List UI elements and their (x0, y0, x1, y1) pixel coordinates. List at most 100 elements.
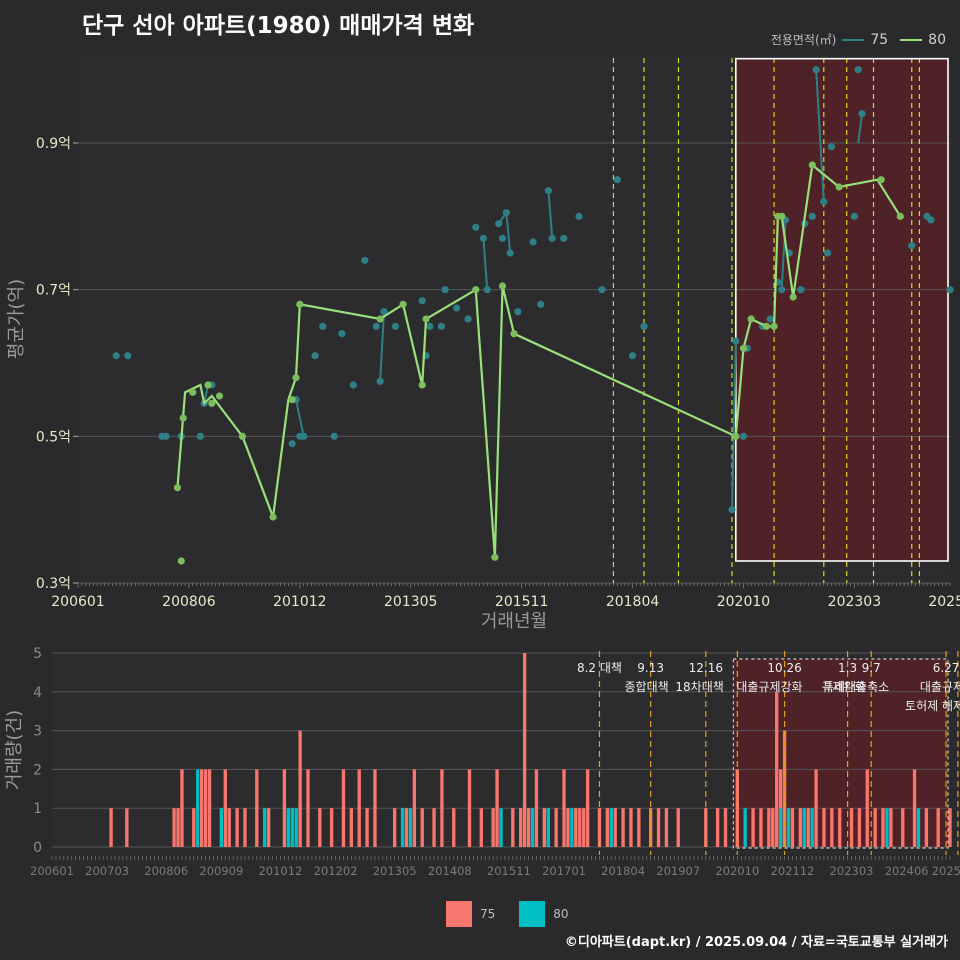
series-75-point (812, 66, 820, 74)
series-75-point (797, 286, 805, 294)
policy-label: 대출규제강화 (736, 680, 802, 694)
bar-80 (290, 808, 294, 847)
series-75-point (820, 198, 828, 206)
y-axis-title: 평균가(억) (6, 279, 27, 359)
series-80-point (418, 381, 426, 389)
series-75-point (426, 322, 434, 330)
highlight-border (735, 57, 949, 562)
series-80-point (422, 315, 430, 323)
bar-75 (771, 808, 775, 847)
bar-75 (554, 808, 558, 847)
x-tick-label: 2025 (928, 594, 960, 610)
bar-80 (546, 808, 550, 847)
series-80-point (778, 212, 786, 220)
series-80-point (376, 315, 384, 323)
series-75-point (908, 242, 916, 250)
bar-80 (196, 769, 200, 847)
bar-75 (889, 808, 893, 847)
bar-75 (857, 808, 862, 847)
bar-x-tick-label: 201012 (258, 864, 302, 878)
series-75-point (824, 249, 832, 257)
series-80-point (877, 176, 885, 184)
series-80-point (835, 183, 843, 191)
x-tick-label: 200601 (51, 594, 104, 610)
bar-75 (420, 808, 424, 847)
x-tick-label: 201012 (273, 594, 326, 610)
bar-75 (798, 808, 803, 847)
legend-bottom: 75 80 (446, 901, 569, 927)
legend-key-75-line (842, 38, 865, 41)
series-75-point (124, 352, 132, 360)
policy-label: 9.13 (637, 661, 664, 675)
policy-label: 8.2 대책 (577, 660, 622, 675)
series-75-point (514, 308, 522, 316)
bar-75 (412, 769, 417, 847)
series-75-point (850, 212, 858, 220)
x-tick-label: 201511 (495, 594, 548, 610)
bar-75 (790, 808, 795, 847)
bar-80 (400, 808, 405, 847)
series-75-point (349, 381, 357, 389)
bar-75 (392, 808, 397, 847)
series-75-point (640, 322, 648, 330)
bar-75 (479, 808, 483, 847)
series-75-point (472, 223, 480, 231)
series-75-line (379, 311, 385, 382)
bar-75 (578, 808, 582, 847)
bar-75 (341, 769, 346, 847)
series-75-point (376, 377, 384, 385)
series-75-point (112, 352, 120, 360)
legend-top-item-80: 80 (928, 31, 946, 48)
series-80-point (739, 344, 748, 352)
series-75-point (537, 300, 545, 308)
bar-75 (704, 808, 708, 847)
series-75-point (441, 286, 449, 294)
series-75-point (728, 506, 736, 514)
series-80-point (189, 388, 197, 396)
series-80-line (176, 162, 902, 558)
bar-x-tick-label: 200806 (144, 864, 188, 878)
series-75-point (483, 286, 491, 294)
bar-y-tick-label: 5 (33, 646, 42, 662)
bar-75 (495, 769, 499, 847)
bar-75 (223, 769, 227, 847)
volume-bar-chart: 0 1 2 3 4 5 200601 200703 200806 200909 201012 2012… (4, 646, 960, 878)
x-tick-label: 200806 (162, 594, 216, 610)
series-80-point (747, 315, 755, 323)
bar-75 (203, 769, 208, 847)
bar-75 (849, 808, 854, 847)
series-75-point (598, 286, 606, 294)
bar-75 (467, 769, 472, 847)
bar-75 (243, 808, 247, 847)
bar-highlight-border (732, 658, 949, 849)
policy-label: 1.3 (838, 661, 857, 675)
bar-80 (286, 808, 290, 847)
bar-y-tick-label: 3 (33, 724, 42, 740)
bar-75 (306, 769, 310, 847)
series-75-point (453, 304, 461, 312)
series-75-point (502, 209, 510, 217)
series-75-point (380, 308, 388, 316)
bar-x-tick-label: 201408 (428, 864, 472, 878)
bar-x-tick-label: 20250 (932, 864, 960, 878)
series-75-line (295, 399, 305, 437)
legend-bottom-item-75: 75 (480, 907, 496, 921)
bar-75 (349, 808, 354, 847)
bar-x-tick-label: 201511 (487, 864, 531, 878)
bar-75 (180, 769, 184, 847)
bar-75 (519, 808, 523, 847)
series-80-point (896, 212, 904, 220)
bar-75 (172, 808, 176, 847)
series-75-point (300, 432, 308, 440)
series-75-point (544, 187, 553, 195)
bar-x-tick-label: 201701 (542, 864, 586, 878)
bar-75 (735, 769, 739, 847)
legend-swatch-75 (446, 901, 472, 927)
bar-y-tick-label: 0 (33, 840, 42, 856)
bar-y-tick-label: 1 (33, 801, 42, 817)
series-75-line (482, 238, 489, 290)
series-80-point (510, 330, 518, 338)
bar-75 (948, 808, 952, 847)
bar-75 (597, 808, 602, 847)
